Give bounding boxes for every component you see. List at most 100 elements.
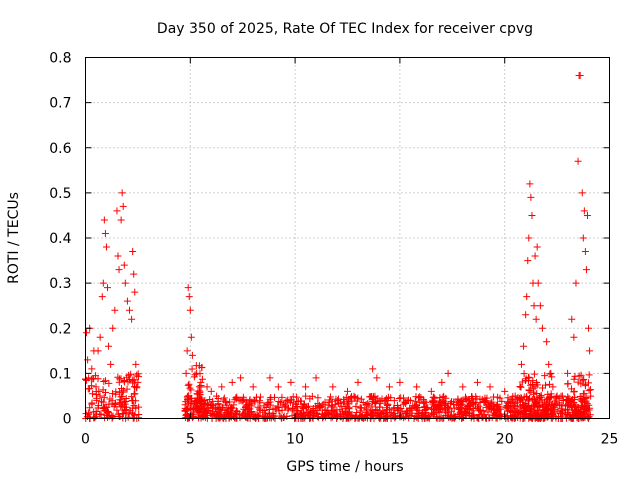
data-point [531, 396, 539, 404]
data-point [572, 279, 580, 287]
data-point [191, 404, 199, 412]
data-point [188, 365, 196, 373]
data-point [508, 395, 516, 403]
data-point [586, 347, 594, 355]
data-point [194, 387, 202, 395]
x-tick-label: 5 [186, 432, 195, 448]
data-point [321, 398, 329, 406]
data-point [123, 385, 131, 393]
data-point [98, 293, 106, 301]
data-point [462, 395, 470, 403]
data-point [225, 413, 233, 421]
data-point [308, 392, 316, 400]
data-point [114, 373, 122, 381]
data-point [124, 413, 132, 421]
data-point [543, 400, 551, 408]
data-point [100, 404, 108, 412]
x-tick-label: 20 [496, 432, 514, 448]
data-point [128, 409, 136, 417]
data-point [586, 386, 594, 394]
data-point [413, 402, 421, 410]
data-point [397, 404, 405, 412]
data-point [314, 413, 322, 421]
data-point [225, 410, 233, 418]
data-point [284, 397, 292, 405]
data-point [324, 410, 332, 418]
data-point [516, 414, 524, 422]
data-point [281, 401, 289, 409]
data-point [321, 413, 329, 421]
data-point [585, 379, 593, 387]
data-point [576, 396, 584, 404]
data-point [188, 351, 196, 359]
data-point [242, 402, 250, 410]
data-point [115, 266, 123, 274]
data-point [377, 411, 385, 419]
data-point [538, 324, 546, 332]
data-point [339, 407, 347, 415]
data-point [184, 392, 192, 400]
data-point [96, 392, 104, 400]
data-point [387, 394, 395, 402]
data-point [442, 394, 450, 402]
data-point [312, 374, 320, 382]
data-point [275, 407, 283, 415]
data-point [119, 202, 127, 210]
data-point [201, 414, 209, 422]
data-point [376, 400, 384, 408]
data-point [344, 387, 351, 395]
data-point [185, 392, 193, 400]
data-point [416, 393, 424, 401]
data-point [229, 404, 237, 412]
data-point [197, 399, 205, 407]
data-point [256, 405, 264, 413]
data-point [267, 401, 275, 409]
data-point [564, 369, 572, 377]
data-point [429, 400, 437, 408]
data-point [86, 385, 94, 393]
data-point [521, 404, 529, 412]
data-point [517, 383, 525, 391]
data-point [185, 380, 193, 388]
data-point [277, 414, 285, 422]
data-point [296, 410, 304, 418]
data-point [340, 411, 348, 419]
data-point [125, 375, 133, 383]
data-point [398, 408, 406, 416]
data-point [532, 315, 540, 323]
data-point [88, 365, 96, 373]
x-axis-label: GPS time / hours [286, 459, 403, 475]
data-point [334, 395, 342, 403]
data-point [378, 410, 386, 418]
data-point [428, 409, 436, 417]
data-point [228, 378, 236, 386]
data-point [525, 387, 533, 395]
data-point [289, 393, 297, 401]
data-point [574, 378, 582, 386]
data-point [479, 413, 487, 421]
data-point [187, 386, 195, 394]
data-point [527, 193, 535, 201]
data-point [405, 414, 413, 422]
data-point [259, 414, 267, 422]
y-axis-label: ROTI / TECUs [6, 192, 22, 284]
data-point [457, 401, 465, 409]
data-point [525, 397, 533, 405]
data-point [97, 398, 105, 406]
data-point [118, 403, 126, 411]
data-point [314, 394, 322, 402]
data-point [343, 400, 351, 408]
data-point [447, 398, 455, 406]
data-point [109, 324, 117, 332]
data-point [468, 395, 476, 403]
data-point [104, 284, 112, 292]
data-point [302, 392, 310, 400]
data-point [424, 404, 432, 412]
data-point [130, 390, 138, 398]
data-point [549, 383, 557, 391]
data-point [127, 370, 135, 378]
data-point [122, 406, 130, 414]
data-point [368, 403, 376, 411]
data-point [105, 400, 113, 408]
data-point [528, 211, 536, 219]
